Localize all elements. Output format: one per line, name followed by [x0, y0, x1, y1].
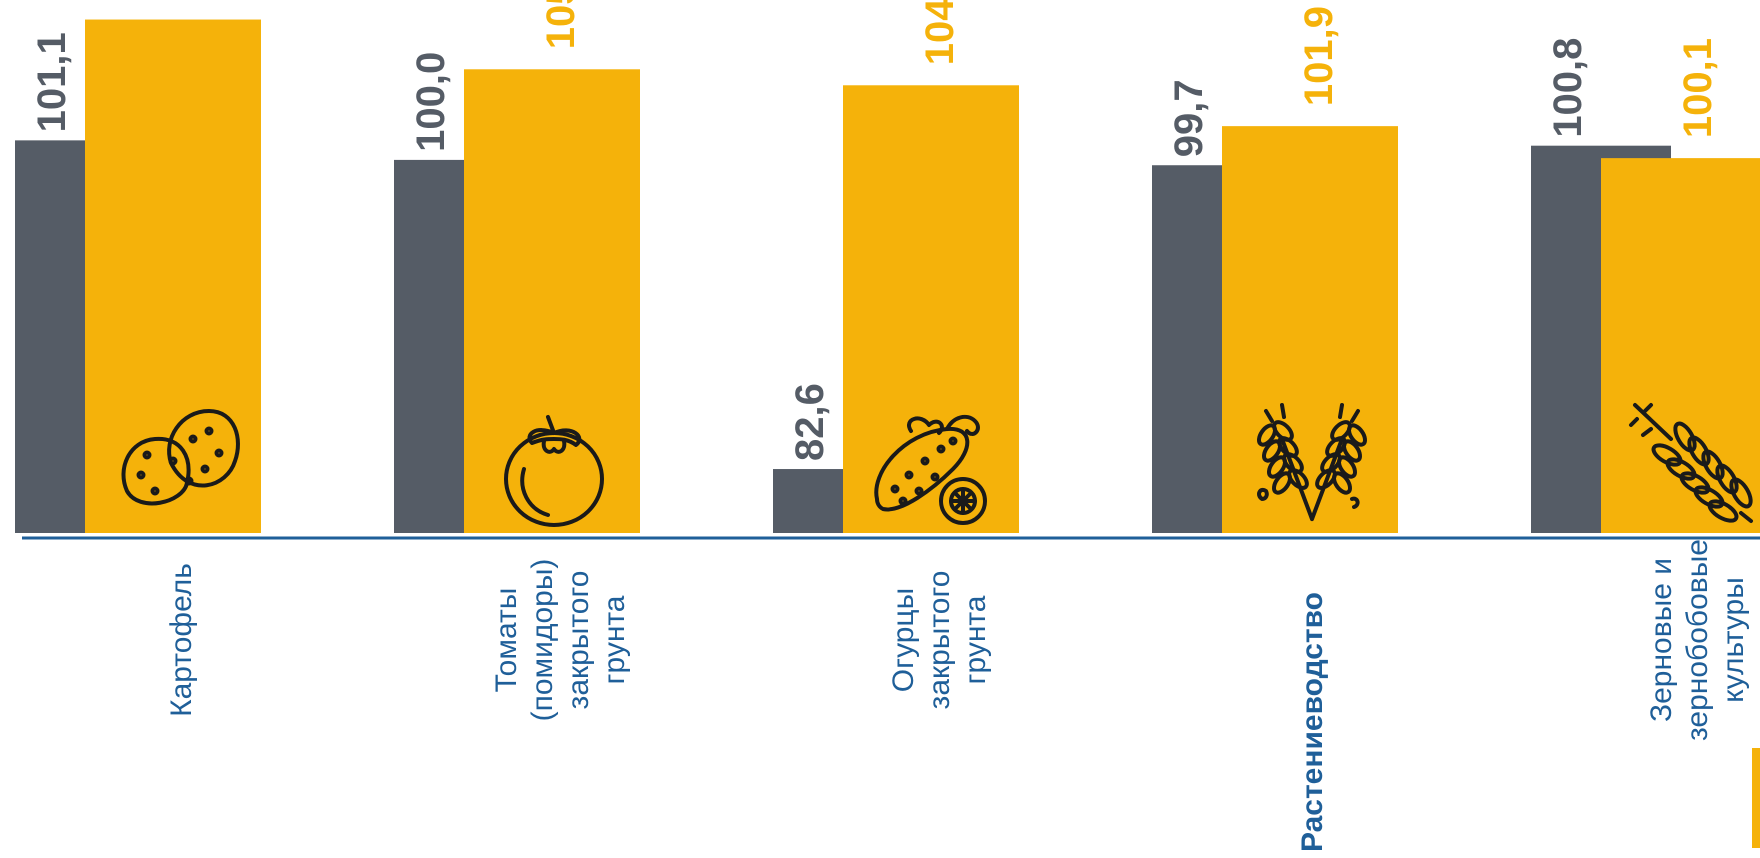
legend-swatch [1752, 748, 1760, 848]
category-label-line: закрытого [923, 571, 956, 710]
category-label-line: Томаты [490, 588, 523, 693]
value-label-series-a: 100,8 [1546, 38, 1590, 138]
value-label-series-a: 82,6 [788, 383, 832, 461]
category-label-line: грунта [598, 595, 631, 684]
category-label-line: Растениеводство [1296, 592, 1329, 852]
category-label: Картофель [165, 563, 198, 717]
category-label-line: Зерновые и [1645, 558, 1678, 722]
bars-layer [15, 19, 1760, 534]
bar-series-b [1601, 158, 1760, 533]
bar-series-b [464, 69, 640, 533]
category-label: Томаты (помидоры) закрытого грунта [490, 559, 631, 722]
grain-ear-icon [1629, 403, 1753, 523]
value-labels-layer: 101,1107,9100,0105,182,6104,299,7101,910… [30, 0, 1720, 461]
potato-icon [121, 409, 240, 506]
value-label-series-b: 100,1 [1676, 38, 1720, 138]
category-label: Растениеводство [1296, 592, 1329, 852]
icons-layer [121, 403, 1753, 527]
category-label-line: Огурцы [887, 588, 920, 692]
value-label-series-a: 101,1 [30, 32, 74, 132]
value-label-series-b: 104,2 [918, 0, 962, 65]
bar-series-b [1222, 126, 1398, 533]
category-label-line: грунта [959, 595, 992, 684]
value-label-series-b: 101,9 [1297, 6, 1341, 106]
category-label-line: культуры [1717, 577, 1750, 703]
tomato-icon [504, 415, 604, 527]
category-label-line: зернобобовые [1681, 539, 1714, 741]
cucumber-icon [874, 414, 987, 525]
category-label-line: (помидоры) [526, 559, 559, 722]
category-label-line: закрытого [562, 571, 595, 710]
wheat-icon [1257, 403, 1367, 521]
category-labels-layer: Картофель Томаты (помидоры) закрытого грунта… [165, 539, 1750, 852]
category-label: Зерновые и зернобобовые культуры [1645, 539, 1750, 741]
value-label-series-b: 105,1 [539, 0, 583, 49]
bar-series-b [85, 19, 261, 533]
bar-series-b [843, 85, 1019, 533]
category-label-line: Картофель [165, 563, 198, 717]
value-label-series-a: 100,0 [409, 52, 453, 152]
value-label-series-a: 99,7 [1167, 79, 1211, 157]
category-label: Огурцы закрытого грунта [887, 571, 992, 710]
